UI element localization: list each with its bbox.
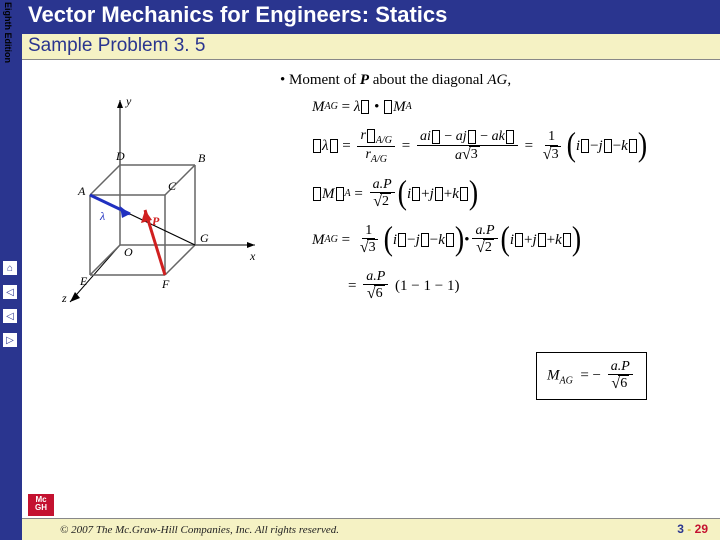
svg-text:A: A (77, 184, 86, 198)
publisher-logo: McGH (28, 494, 54, 516)
prev-page-icon[interactable]: ◁ (2, 308, 18, 324)
svg-text:F: F (161, 277, 170, 291)
section-title: Sample Problem 3. 5 (22, 34, 720, 60)
edition-label: Eighth Edition (3, 2, 13, 63)
eq-line-3: MA = a.P √2 (i + j + k) (312, 177, 682, 211)
svg-text:C: C (168, 179, 177, 193)
svg-text:x: x (249, 249, 256, 263)
next-page-icon[interactable]: ▷ (2, 332, 18, 348)
svg-text:z: z (61, 291, 67, 305)
eq-line-4: MAG = 1 √3 (i − j − k) • a.P √2 (i + j +… (312, 223, 682, 257)
eq-line-5: = a.P √6 (1 − 1 − 1) (312, 269, 682, 303)
equations-block: MAG = λ • MA λ = rA/G rA/G = ai − aj − a… (312, 98, 682, 315)
svg-text:B: B (198, 151, 206, 165)
cube-diagram: y x z A D C B E F G O P λ (60, 90, 260, 310)
prev-chapter-icon[interactable]: ◁ (2, 284, 18, 300)
eq-line-1: MAG = λ • MA (312, 98, 682, 116)
svg-text:E: E (79, 274, 88, 288)
svg-text:P: P (152, 214, 160, 228)
svg-text:y: y (125, 94, 132, 108)
svg-text:λ: λ (99, 209, 105, 223)
svg-text:O: O (124, 245, 133, 259)
svg-text:G: G (200, 231, 209, 245)
book-title: Vector Mechanics for Engineers: Statics (22, 0, 720, 34)
result-box: MAG = − a.P √6 (536, 352, 647, 400)
svg-text:D: D (115, 149, 125, 163)
home-icon[interactable]: ⌂ (2, 260, 18, 276)
eq-line-2: λ = rA/G rA/G = ai − aj − ak a√3 = 1 √3 … (312, 128, 682, 165)
page-number: 3 - 29 (677, 522, 708, 536)
nav-icon-group: ⌂ ◁ ◁ ▷ (2, 260, 20, 356)
copyright-text: © 2007 The Mc.Graw-Hill Companies, Inc. … (60, 524, 339, 536)
bullet-text: • Moment of P about the diagonal AG, (280, 72, 511, 89)
